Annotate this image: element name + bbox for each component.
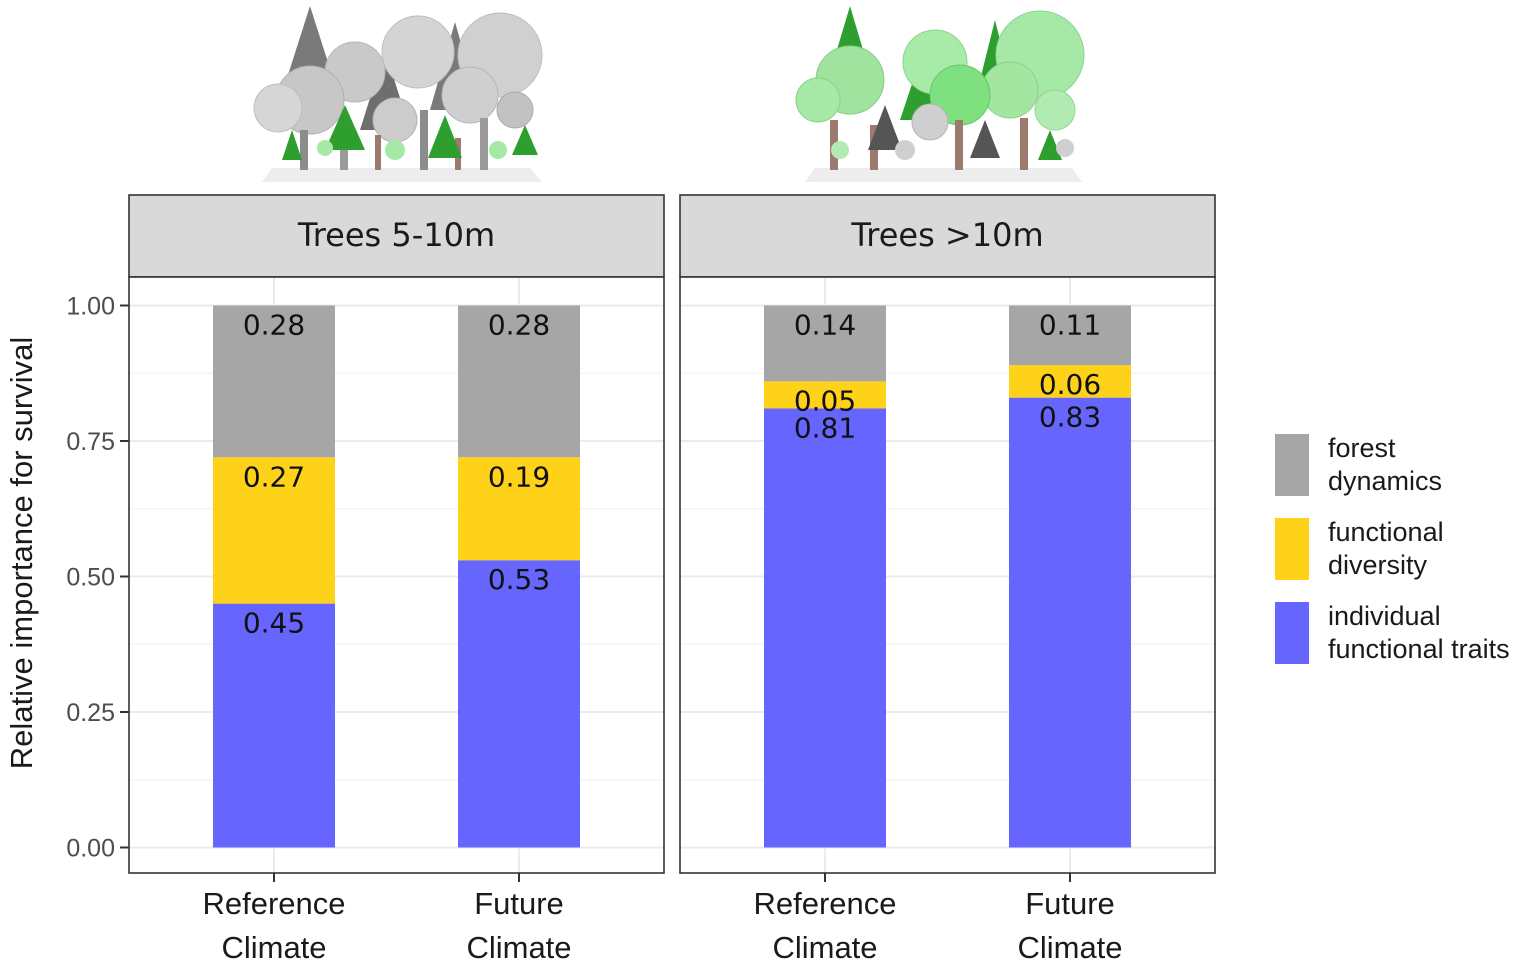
legend-label: forest dynamics	[1328, 433, 1443, 496]
panel-right: 0.810.05 0.14 Reference Climate 0.830.06 0.11…	[679, 276, 1216, 965]
plot-background	[680, 277, 1215, 873]
data-label: 0.27	[243, 460, 305, 493]
data-label: 0.53	[488, 563, 550, 596]
y-tick-label: 0.00	[66, 835, 115, 863]
legend-swatch	[1275, 434, 1309, 496]
data-label: 0.06	[1039, 368, 1101, 401]
bar-segment	[458, 457, 580, 561]
bar-segment	[1009, 365, 1131, 398]
data-label: 0.81	[794, 411, 856, 444]
panel-left: 0.45 0.27 0.28 Reference Climate 0.53 0.19 0.28…	[128, 276, 665, 965]
data-label: 0.05	[794, 384, 856, 417]
data-label: 0.11	[1039, 309, 1101, 342]
x-tick-label: Reference Climate	[753, 886, 896, 965]
y-tick-label: 0.50	[66, 564, 115, 592]
bar-segment	[458, 560, 580, 848]
panel-strip-left	[128, 194, 665, 278]
x-tick-label: Future Climate	[1017, 886, 1122, 965]
data-label: 0.19	[488, 460, 550, 493]
data-label: 0.14	[794, 309, 856, 342]
bar-segment	[764, 408, 886, 848]
data-label: 0.28	[488, 309, 550, 342]
panel-title-right: Trees >10m	[850, 216, 1043, 254]
data-label: 0.45	[243, 607, 305, 640]
bar-segment	[764, 381, 886, 409]
legend-label: individual functional traits	[1328, 601, 1510, 664]
forest-illustration-green	[795, 6, 1085, 182]
x-tick-label: Reference Climate	[202, 886, 345, 965]
y-tick-label: 1.00	[66, 293, 115, 321]
panel-title-left: Trees 5-10m	[297, 216, 495, 254]
panel-border	[679, 276, 1216, 874]
bar-segment	[1009, 397, 1131, 848]
data-label: 0.28	[243, 309, 305, 342]
y-axis-label: Relative importance for survival	[4, 337, 39, 769]
bar-segment	[213, 305, 335, 458]
bar-segment	[764, 305, 886, 382]
x-tick-label: Future Climate	[466, 886, 571, 965]
y-tick-label: 0.75	[66, 428, 115, 456]
panel-strip-right	[679, 194, 1216, 278]
bar-segment	[213, 603, 335, 848]
bar-segment	[458, 305, 580, 458]
legend-swatch	[1275, 518, 1309, 580]
legend-swatch	[1275, 602, 1309, 664]
legend-label: functional diversity	[1328, 517, 1444, 580]
data-label: 0.83	[1039, 401, 1101, 434]
y-axis: 0.00 0.25 0.50 0.75 1.00	[66, 293, 129, 863]
panel-border	[128, 276, 665, 874]
bar-segment	[213, 457, 335, 604]
plot-background	[129, 277, 664, 873]
y-tick-label: 0.25	[66, 699, 115, 727]
bar-segment	[1009, 305, 1131, 366]
forest-illustration-gray	[253, 6, 543, 182]
